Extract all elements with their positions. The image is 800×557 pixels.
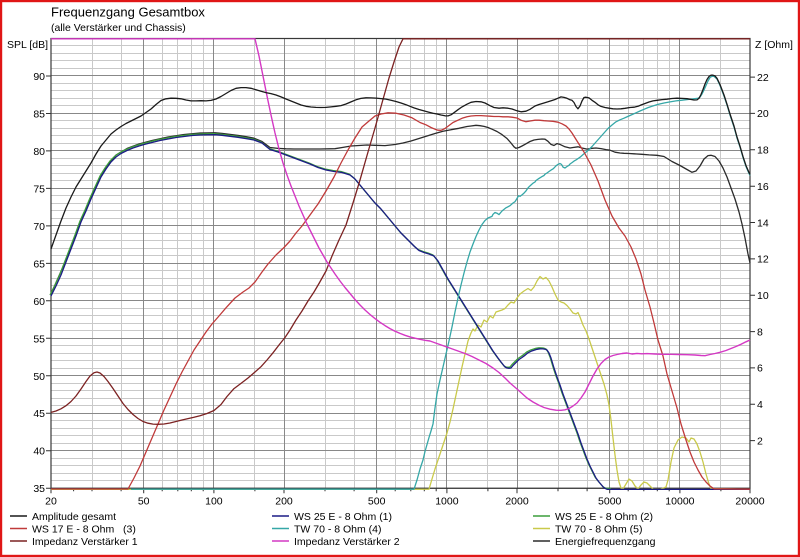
svg-text:4: 4	[757, 399, 763, 411]
svg-text:2000: 2000	[505, 496, 529, 508]
svg-text:Amplitude gesamt: Amplitude gesamt	[32, 511, 116, 523]
svg-text:Impedanz Verstärker 1: Impedanz Verstärker 1	[32, 536, 138, 548]
svg-text:50: 50	[33, 371, 45, 383]
svg-text:1000: 1000	[435, 496, 459, 508]
svg-text:5000: 5000	[598, 496, 622, 508]
svg-text:SPL [dB]: SPL [dB]	[7, 39, 48, 51]
svg-text:TW 70 - 8 Ohm (5): TW 70 - 8 Ohm (5)	[555, 523, 643, 535]
svg-text:12: 12	[757, 254, 769, 266]
svg-text:200: 200	[275, 496, 293, 508]
svg-text:16: 16	[757, 181, 769, 193]
svg-text:35: 35	[33, 483, 45, 495]
svg-text:22: 22	[757, 72, 769, 84]
svg-text:20: 20	[757, 108, 769, 120]
svg-text:500: 500	[368, 496, 386, 508]
svg-text:65: 65	[33, 258, 45, 270]
svg-text:20: 20	[45, 496, 57, 508]
svg-text:Frequenzgang Gesamtbox: Frequenzgang Gesamtbox	[51, 5, 205, 20]
svg-text:45: 45	[33, 408, 45, 420]
svg-text:(alle Verstärker und Chassis): (alle Verstärker und Chassis)	[51, 22, 186, 34]
svg-text:TW 70 - 8 Ohm (4): TW 70 - 8 Ohm (4)	[294, 523, 382, 535]
svg-text:14: 14	[757, 217, 769, 229]
svg-text:2: 2	[757, 435, 763, 447]
svg-text:75: 75	[33, 183, 45, 195]
svg-text:Impedanz Verstärker 2: Impedanz Verstärker 2	[294, 536, 400, 548]
svg-text:70: 70	[33, 221, 45, 233]
svg-text:Z [Ohm]: Z [Ohm]	[755, 39, 793, 51]
svg-text:50: 50	[138, 496, 150, 508]
svg-text:90: 90	[33, 71, 45, 83]
svg-text:10: 10	[757, 290, 769, 302]
svg-text:40: 40	[33, 446, 45, 458]
svg-text:55: 55	[33, 333, 45, 345]
svg-text:80: 80	[33, 146, 45, 158]
svg-text:85: 85	[33, 109, 45, 121]
svg-text:100: 100	[205, 496, 223, 508]
svg-text:20000: 20000	[735, 496, 764, 508]
svg-text:60: 60	[33, 296, 45, 308]
svg-text:WS 17 E - 8 Ohm (3): WS 17 E - 8 Ohm (3)	[32, 523, 136, 535]
svg-text:8: 8	[757, 326, 763, 338]
svg-text:6: 6	[757, 363, 763, 375]
svg-text:Energiefrequenzgang: Energiefrequenzgang	[555, 536, 656, 548]
svg-text:18: 18	[757, 145, 769, 157]
svg-text:10000: 10000	[665, 496, 694, 508]
svg-text:WS 25 E - 8 Ohm (2): WS 25 E - 8 Ohm (2)	[555, 511, 653, 523]
svg-text:WS 25 E - 8 Ohm (1): WS 25 E - 8 Ohm (1)	[294, 511, 392, 523]
